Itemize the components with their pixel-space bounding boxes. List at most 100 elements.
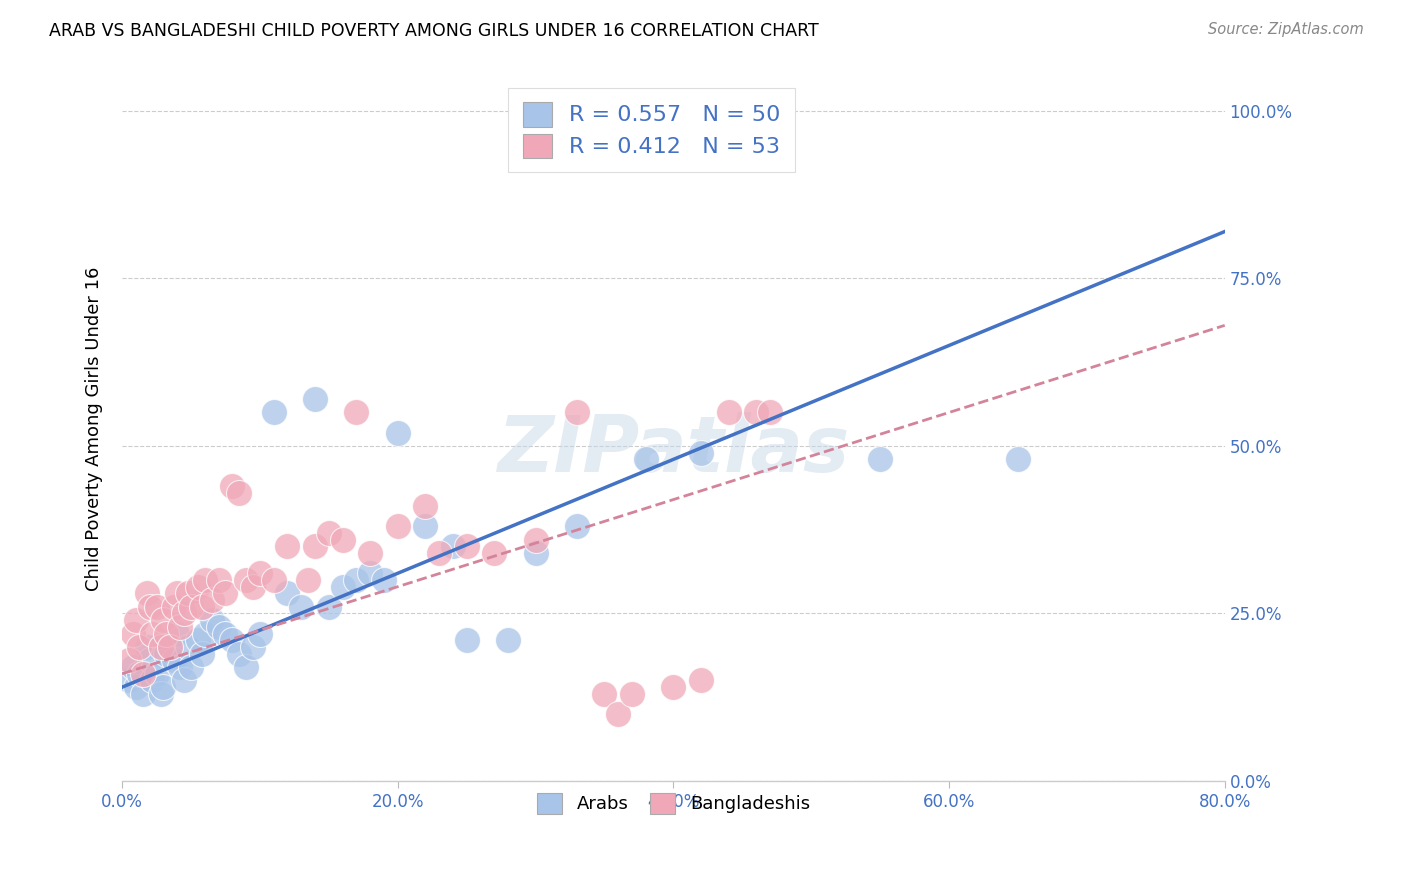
Point [221,633,243,648]
Point [128,640,150,654]
Point [214,626,236,640]
Point [163,599,186,614]
Point [318,526,340,541]
Point [177,586,200,600]
Point [387,519,409,533]
Point [263,573,285,587]
Point [141,673,163,688]
Point [482,546,505,560]
Point [621,687,644,701]
Point [387,425,409,440]
Point [228,486,250,500]
Point [194,573,217,587]
Point [524,533,547,547]
Point [456,540,478,554]
Point [159,640,181,654]
Point [332,533,354,547]
Point [276,586,298,600]
Point [169,660,191,674]
Text: ZIPatlas: ZIPatlas [498,412,849,488]
Point [191,647,214,661]
Point [359,546,381,560]
Point [456,633,478,648]
Point [149,687,172,701]
Point [207,620,229,634]
Point [138,653,160,667]
Point [235,573,257,587]
Point [441,540,464,554]
Point [128,666,150,681]
Point [122,626,145,640]
Point [180,599,202,614]
Point [228,647,250,661]
Point [214,586,236,600]
Point [690,445,713,459]
Point [138,599,160,614]
Point [125,613,148,627]
Point [242,580,264,594]
Point [297,573,319,587]
Point [122,660,145,674]
Point [565,519,588,533]
Point [690,673,713,688]
Point [496,633,519,648]
Point [163,653,186,667]
Point [191,599,214,614]
Point [276,540,298,554]
Point [427,546,450,560]
Point [166,626,188,640]
Point [413,500,436,514]
Point [242,640,264,654]
Y-axis label: Child Poverty Among Girls Under 16: Child Poverty Among Girls Under 16 [86,267,103,591]
Point [717,405,740,419]
Point [118,673,141,688]
Point [187,580,209,594]
Point [207,573,229,587]
Point [155,647,177,661]
Point [201,593,224,607]
Point [1007,452,1029,467]
Point [149,640,172,654]
Point [662,680,685,694]
Point [869,452,891,467]
Point [152,613,174,627]
Point [169,620,191,634]
Point [201,613,224,627]
Text: Source: ZipAtlas.com: Source: ZipAtlas.com [1208,22,1364,37]
Point [221,479,243,493]
Point [359,566,381,581]
Point [344,573,367,587]
Point [634,452,657,467]
Point [249,626,271,640]
Point [173,673,195,688]
Point [194,626,217,640]
Point [177,640,200,654]
Point [132,666,155,681]
Point [173,607,195,621]
Point [344,405,367,419]
Point [413,519,436,533]
Point [524,546,547,560]
Text: ARAB VS BANGLADESHI CHILD POVERTY AMONG GIRLS UNDER 16 CORRELATION CHART: ARAB VS BANGLADESHI CHILD POVERTY AMONG … [49,22,818,40]
Point [145,599,167,614]
Point [304,540,326,554]
Point [607,706,630,721]
Point [135,586,157,600]
Point [373,573,395,587]
Point [593,687,616,701]
Point [759,405,782,419]
Legend: Arabs, Bangladeshis: Arabs, Bangladeshis [526,782,821,825]
Point [159,640,181,654]
Point [125,680,148,694]
Point [235,660,257,674]
Point [180,660,202,674]
Point [187,633,209,648]
Point [152,680,174,694]
Point [332,580,354,594]
Point [249,566,271,581]
Point [745,405,768,419]
Point [135,640,157,654]
Point [290,599,312,614]
Point [141,626,163,640]
Point [263,405,285,419]
